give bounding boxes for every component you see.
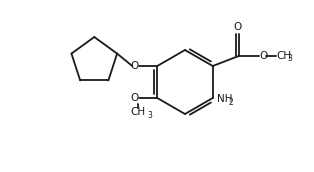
Text: NH: NH [217, 94, 232, 104]
Text: 3: 3 [288, 53, 293, 62]
Text: 3: 3 [147, 110, 152, 120]
Text: 2: 2 [229, 98, 234, 106]
Text: O: O [260, 51, 268, 61]
Text: CH: CH [277, 51, 292, 61]
Text: CH: CH [131, 107, 146, 117]
Text: O: O [130, 61, 138, 71]
Text: O: O [130, 93, 138, 103]
Text: O: O [233, 22, 241, 32]
